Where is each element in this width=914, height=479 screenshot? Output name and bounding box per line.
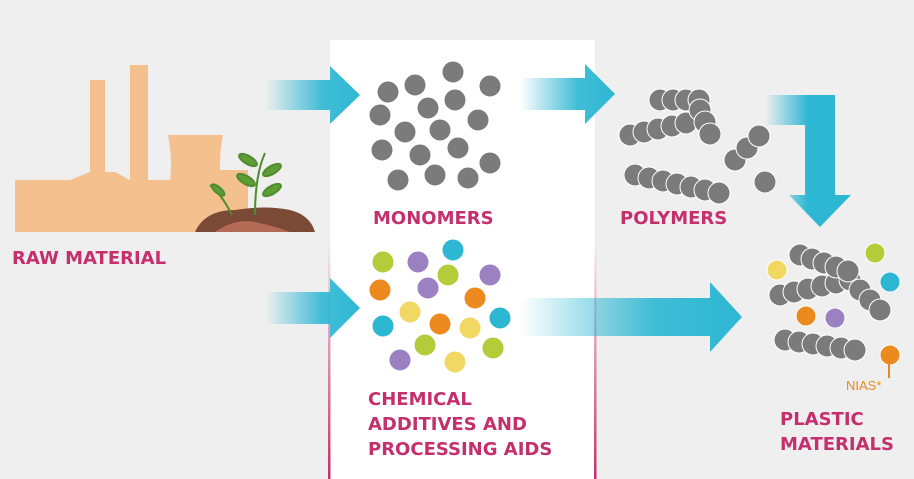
- label: POLYMERS: [620, 208, 727, 229]
- additive: [767, 260, 787, 280]
- polymer: [748, 125, 770, 147]
- additive: [489, 307, 511, 329]
- monomer: [467, 109, 489, 131]
- monomer: [447, 137, 469, 159]
- monomer: [371, 139, 393, 161]
- annotation: NIAS*: [846, 378, 881, 393]
- monomer: [377, 81, 399, 103]
- monomer: [417, 97, 439, 119]
- additive: [369, 279, 391, 301]
- polymer: [754, 171, 776, 193]
- monomer: [429, 119, 451, 141]
- label: CHEMICAL: [368, 389, 472, 410]
- additive: [796, 306, 816, 326]
- monomer: [479, 75, 501, 97]
- polymer: [844, 339, 866, 361]
- monomer: [457, 167, 479, 189]
- monomer: [369, 104, 391, 126]
- monomer: [479, 152, 501, 174]
- label: PLASTIC: [780, 409, 864, 430]
- additive: [825, 308, 845, 328]
- polymer: [708, 182, 730, 204]
- polymer: [699, 123, 721, 145]
- additive: [417, 277, 439, 299]
- label: PROCESSING AIDS: [368, 439, 552, 460]
- additive: [429, 313, 451, 335]
- additive: [372, 315, 394, 337]
- additive: [880, 272, 900, 292]
- monomer: [404, 74, 426, 96]
- additive: [437, 264, 459, 286]
- label: ADDITIVES AND: [368, 414, 527, 435]
- additive: [399, 301, 421, 323]
- additive: [865, 243, 885, 263]
- label: RAW MATERIAL: [12, 248, 166, 269]
- additive: [464, 287, 486, 309]
- polymer: [837, 260, 859, 282]
- additive: [459, 317, 481, 339]
- additive: [414, 334, 436, 356]
- additive: [407, 251, 429, 273]
- additive: [389, 349, 411, 371]
- additive: [372, 251, 394, 273]
- monomer: [409, 144, 431, 166]
- monomer: [442, 61, 464, 83]
- monomer: [424, 164, 446, 186]
- additive: [442, 239, 464, 261]
- panel-edge: [594, 240, 597, 479]
- polymer: [869, 299, 891, 321]
- diagram: RAW MATERIAL MONOMERS POLYMERS CHEMICAL …: [0, 0, 914, 479]
- monomer: [394, 121, 416, 143]
- panel-edge: [328, 240, 331, 479]
- additive: [482, 337, 504, 359]
- label: MATERIALS: [780, 434, 894, 455]
- label: MONOMERS: [373, 208, 494, 229]
- monomer: [387, 169, 409, 191]
- monomer: [444, 89, 466, 111]
- additive: [444, 351, 466, 373]
- additive: [479, 264, 501, 286]
